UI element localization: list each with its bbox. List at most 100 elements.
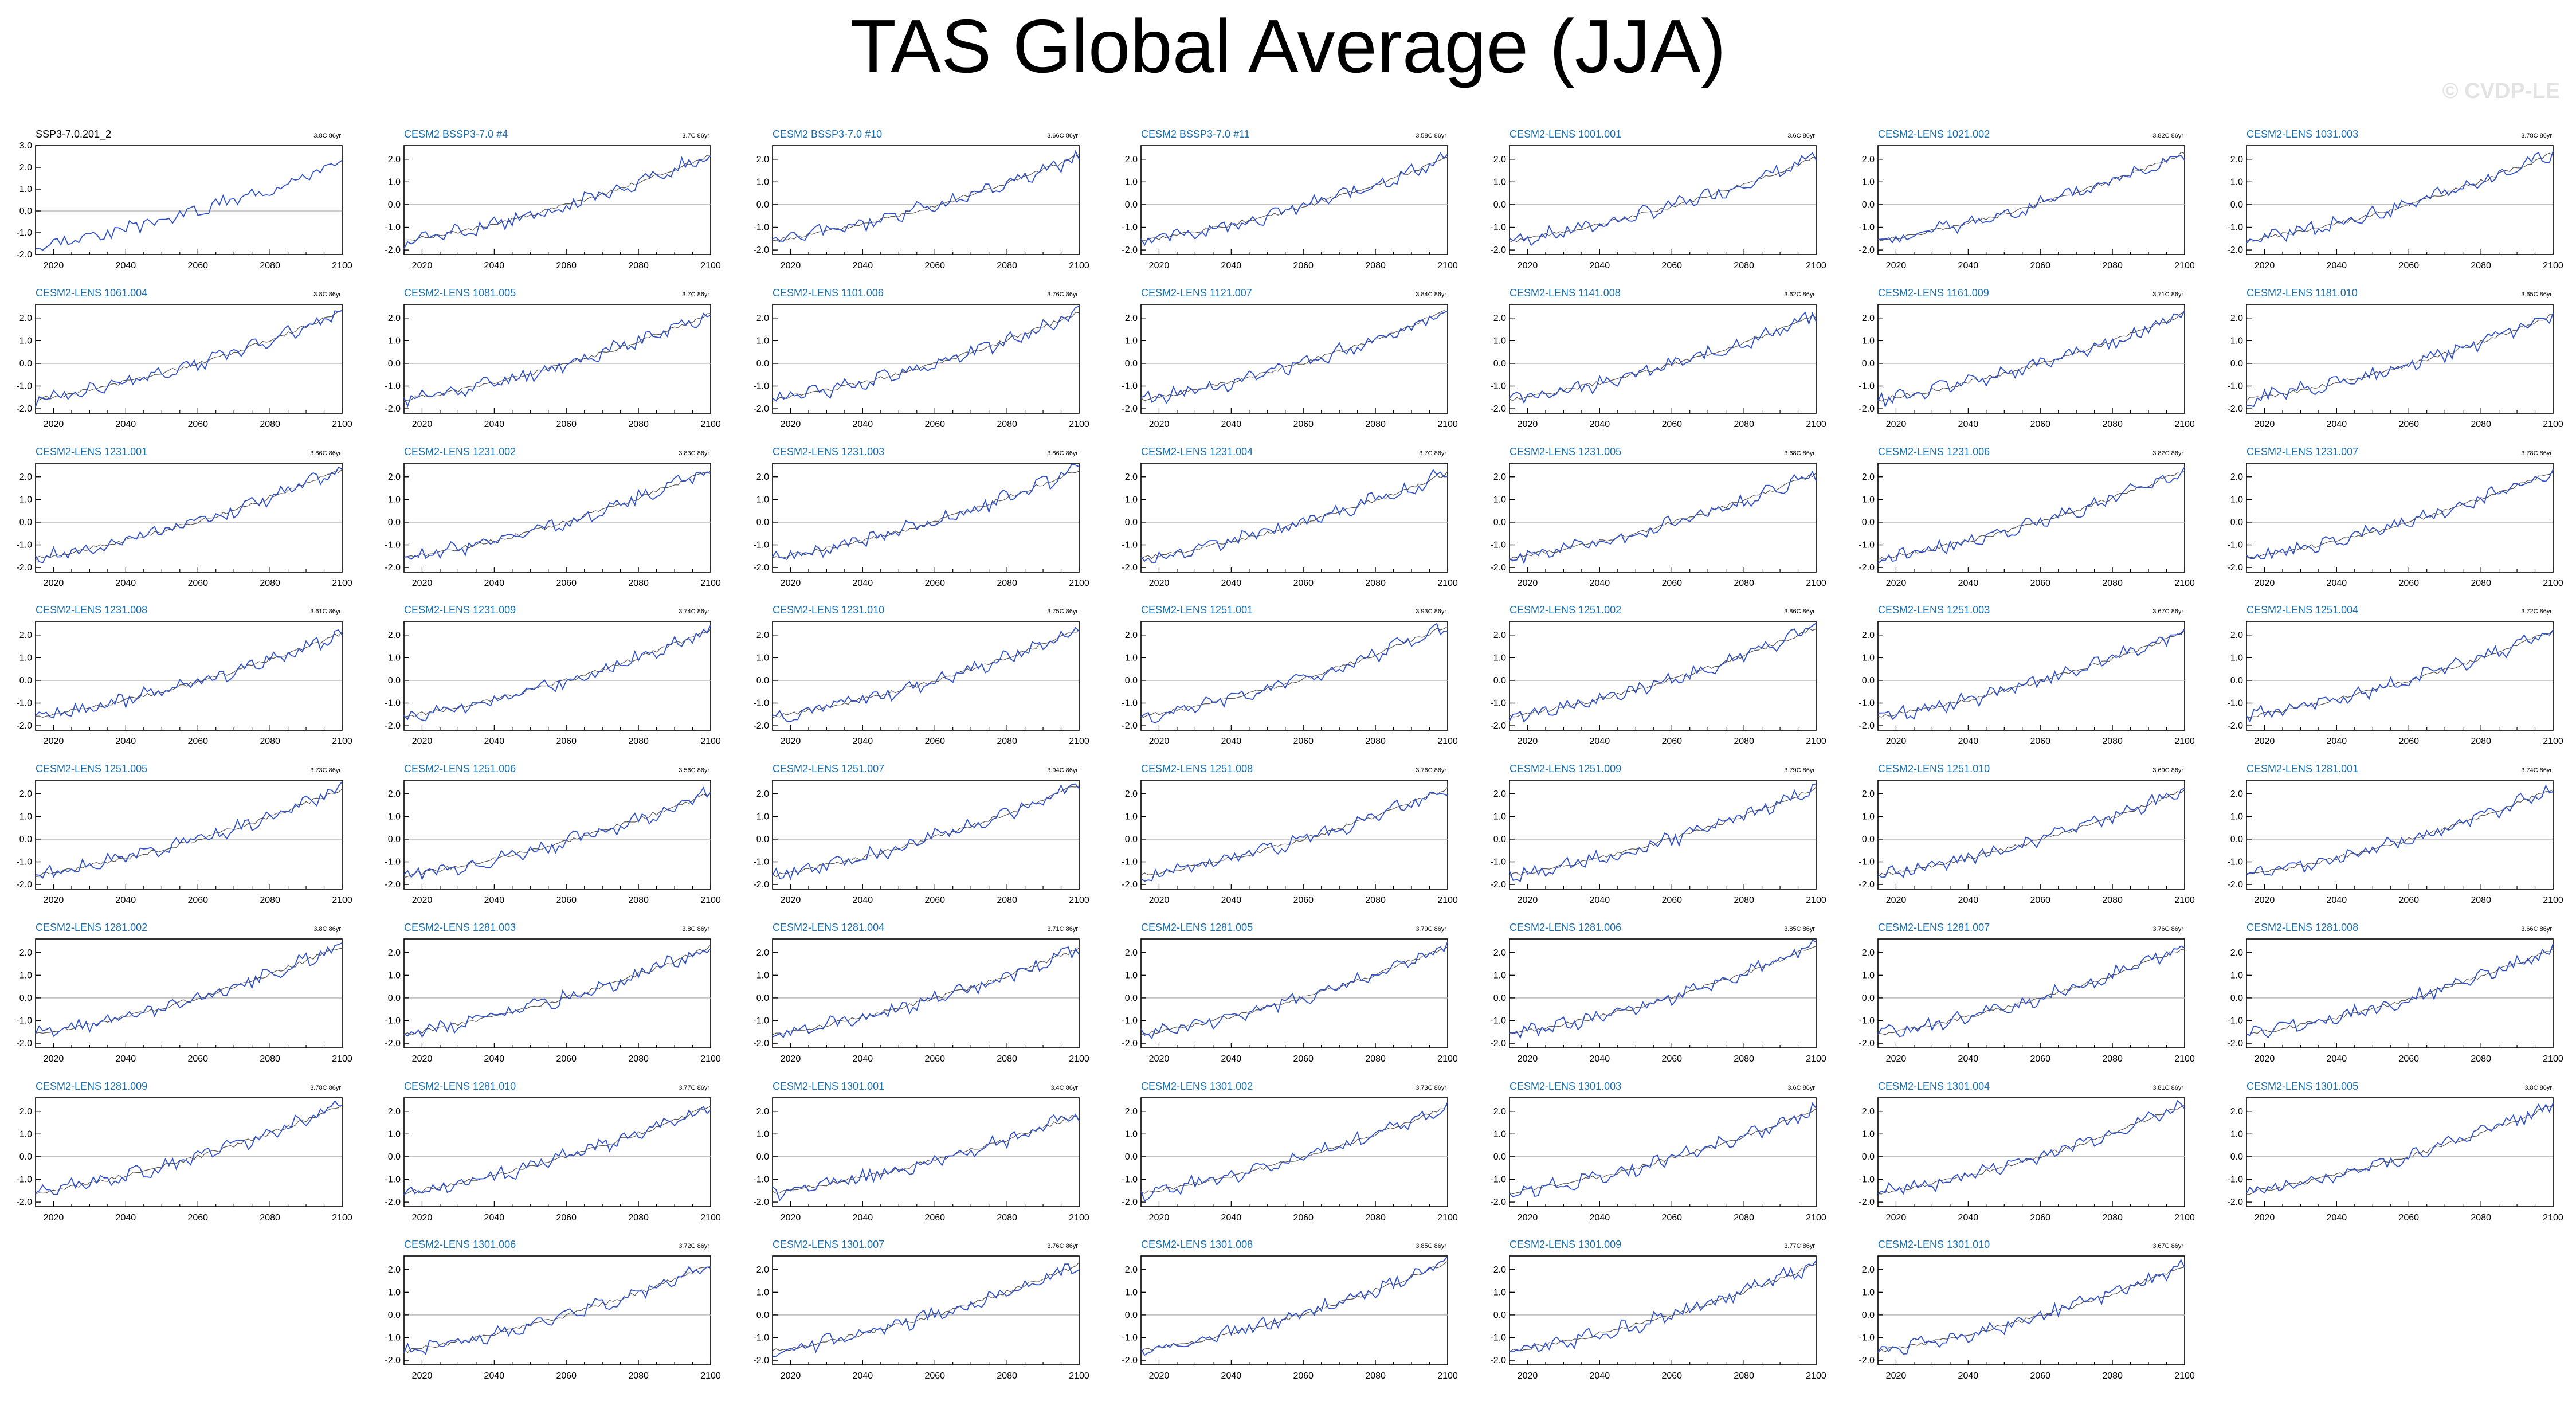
y-tick-label: -2.0 <box>753 880 769 890</box>
x-tick-label: 2020 <box>1518 1371 1538 1381</box>
panel-title: CESM2-LENS 1231.003 <box>773 446 884 457</box>
x-tick-label: 2040 <box>1590 737 1610 746</box>
y-tick-label: 1.0 <box>1493 495 1506 504</box>
x-tick-label: 2040 <box>116 1213 136 1223</box>
chart-panel: CESM2-LENS 1251.006 3.56C 86yr 2.0 1.0 0.0 -1… <box>385 760 765 915</box>
y-tick-label: -1.0 <box>1859 1333 1875 1343</box>
y-tick-label: 0.0 <box>1862 200 1875 210</box>
ensemble-mean-line <box>1140 471 1448 559</box>
x-tick-label: 2020 <box>1149 420 1170 429</box>
x-tick-label: 2080 <box>260 1213 280 1223</box>
y-tick-label: -2.0 <box>1859 721 1875 731</box>
chart-panel: CESM2-LENS 1251.002 3.86C 86yr 2.0 1.0 0.0 -1… <box>1490 601 1871 757</box>
x-tick-label: 2080 <box>1365 1371 1386 1381</box>
y-tick-label: 2.0 <box>1493 472 1506 482</box>
x-tick-label: 2040 <box>1221 578 1242 588</box>
panel-frame <box>1877 621 2185 731</box>
y-tick-label: -1.0 <box>1122 1175 1138 1185</box>
x-tick-label: 2040 <box>853 1213 873 1223</box>
panel-title: CESM2 BSSP3-7.0 #11 <box>1141 128 1250 140</box>
panel-svg: CESM2-LENS 1101.006 3.76C 86yr 2.0 1.0 0.0 -1… <box>753 287 1089 429</box>
x-tick-label: 2020 <box>781 1371 801 1381</box>
panel-trend-label: 3.73C 86yr <box>1416 1085 1446 1091</box>
x-tick-label: 2100 <box>2174 737 2195 746</box>
x-tick-label: 2060 <box>187 1213 208 1223</box>
panel-title: CESM2-LENS 1161.009 <box>1878 287 1989 299</box>
panel-svg: CESM2-LENS 1281.001 3.74C 86yr 2.0 1.0 0.0 -1… <box>2227 763 2563 905</box>
y-tick-label: 1.0 <box>756 177 769 187</box>
y-tick-label: 0.0 <box>1493 518 1506 527</box>
ensemble-mean-line <box>1140 156 1448 242</box>
x-tick-label: 2080 <box>997 895 1017 905</box>
panel-trend-label: 3.7C 86yr <box>682 132 709 139</box>
x-tick-label: 2060 <box>1293 420 1314 429</box>
chart-panel: CESM2-LENS 1101.006 3.76C 86yr 2.0 1.0 0.0 -1… <box>753 284 1134 440</box>
x-tick-label: 2020 <box>1149 261 1170 271</box>
y-tick-label: 0.0 <box>756 676 769 686</box>
panel-frame <box>2246 304 2554 414</box>
y-tick-label: 1.0 <box>1493 336 1506 346</box>
panel-title: CESM2-LENS 1281.005 <box>1141 922 1253 933</box>
panel-trend-label: 3.78C 86yr <box>2521 450 2552 457</box>
panel-trend-label: 3.62C 86yr <box>1784 291 1815 298</box>
ensemble-mean-line <box>1877 629 2185 718</box>
ensemble-mean-line <box>1140 310 1448 401</box>
y-tick-label: -2.0 <box>753 1197 769 1207</box>
panel-trend-label: 3.86C 86yr <box>1784 608 1815 615</box>
y-tick-label: 1.0 <box>756 336 769 346</box>
panel-title: CESM2-LENS 1251.002 <box>1509 604 1621 616</box>
y-tick-label: -1.0 <box>1859 699 1875 709</box>
x-tick-label: 2020 <box>1149 1054 1170 1064</box>
panel-frame <box>403 780 711 890</box>
y-tick-label: -2.0 <box>1859 245 1875 255</box>
y-tick-label: 0.0 <box>388 1310 401 1320</box>
ensemble-mean-line <box>772 1262 1080 1351</box>
x-tick-label: 2020 <box>412 578 433 588</box>
panel-trend-label: 3.8C 86yr <box>313 926 341 933</box>
x-tick-label: 2100 <box>1069 737 1089 746</box>
x-tick-label: 2060 <box>1661 1054 1682 1064</box>
x-tick-label: 2040 <box>853 895 873 905</box>
chart-panel: CESM2-LENS 1281.008 3.66C 86yr 2.0 1.0 0.0 -1… <box>2227 918 2576 1074</box>
x-tick-label: 2020 <box>781 895 801 905</box>
panel-frame <box>403 1097 711 1207</box>
y-tick-label: 2.0 <box>1862 789 1875 799</box>
ensemble-mean-line <box>772 154 1080 242</box>
panel-frame <box>1877 780 2185 890</box>
panel-title: CESM2-LENS 1231.002 <box>404 446 516 457</box>
panel-title: CESM2-LENS 1231.004 <box>1141 446 1253 457</box>
chart-panel: CESM2-LENS 1301.007 3.76C 86yr 2.0 1.0 0.0 -1… <box>753 1235 1134 1391</box>
x-tick-label: 2060 <box>1661 895 1682 905</box>
y-tick-label: -2.0 <box>385 880 401 890</box>
panel-svg: CESM2-LENS 1301.002 3.73C 86yr 2.0 1.0 0.0 -1… <box>1122 1081 1457 1223</box>
y-tick-label: 1.0 <box>756 1287 769 1297</box>
panel-frame <box>403 463 711 573</box>
x-tick-label: 2040 <box>116 737 136 746</box>
ensemble-mean-line <box>35 1105 343 1194</box>
series-line <box>1140 310 1448 404</box>
x-tick-label: 2100 <box>1437 895 1458 905</box>
panel-frame <box>1140 1097 1448 1207</box>
y-tick-label: 0.0 <box>19 835 32 844</box>
x-tick-label: 2100 <box>700 1054 721 1064</box>
series-line <box>2246 151 2554 244</box>
x-tick-label: 2080 <box>260 1054 280 1064</box>
y-tick-label: 2.0 <box>19 1107 32 1117</box>
panel-frame <box>1140 304 1448 414</box>
series-line <box>403 1106 711 1196</box>
series-line <box>35 781 343 879</box>
panel-title: CESM2-LENS 1281.009 <box>36 1081 147 1092</box>
x-tick-label: 2040 <box>2327 578 2347 588</box>
y-tick-label: 0.0 <box>1862 518 1875 527</box>
y-tick-label: 0.0 <box>19 993 32 1003</box>
y-tick-label: -2.0 <box>385 563 401 573</box>
ensemble-mean-line <box>2246 789 2554 874</box>
y-tick-label: -2.0 <box>2227 1197 2243 1207</box>
y-tick-label: -1.0 <box>1490 223 1506 233</box>
y-tick-label: -2.0 <box>385 721 401 731</box>
panel-title: CESM2-LENS 1301.010 <box>1878 1239 1990 1250</box>
x-tick-label: 2060 <box>556 1054 577 1064</box>
x-tick-label: 2100 <box>1806 895 1826 905</box>
x-tick-label: 2040 <box>853 420 873 429</box>
x-tick-label: 2060 <box>2030 578 2050 588</box>
